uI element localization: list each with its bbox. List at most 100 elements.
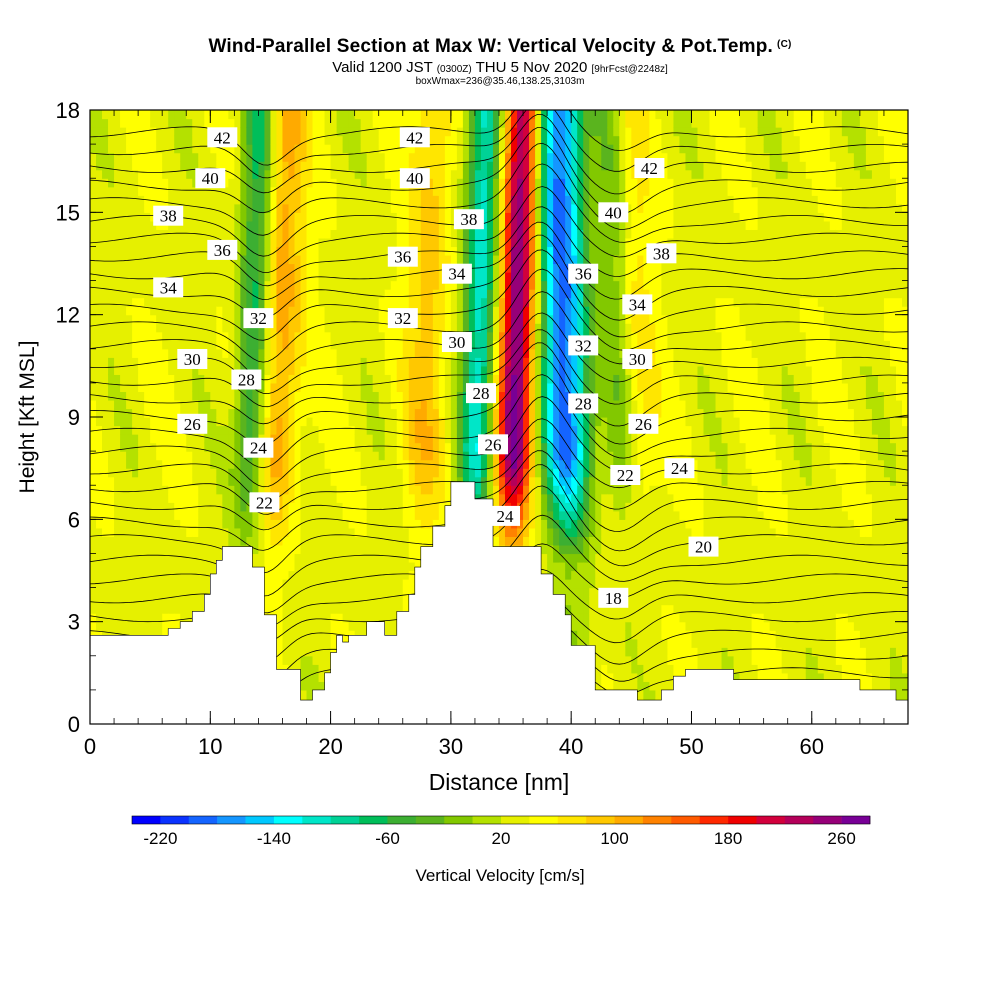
velocity-cell (246, 348, 253, 358)
velocity-cell (438, 280, 446, 290)
velocity-cell (438, 510, 446, 520)
velocity-cell (234, 110, 241, 120)
velocity-cell (456, 357, 464, 367)
velocity-cell (324, 638, 332, 648)
velocity-cell (204, 118, 211, 128)
velocity-cell (336, 570, 344, 580)
velocity-cell (264, 263, 272, 273)
velocity-cell (270, 220, 278, 230)
velocity-cell (108, 169, 115, 179)
velocity-cell (216, 195, 223, 205)
velocity-cell (186, 399, 193, 410)
velocity-cell (294, 246, 302, 256)
velocity-cell (450, 289, 458, 299)
velocity-cell (114, 186, 121, 196)
velocity-cell (420, 493, 428, 503)
velocity-cell (300, 681, 308, 691)
velocity-cell (126, 476, 133, 486)
velocity-cell (234, 212, 241, 222)
velocity-cell (120, 161, 127, 171)
velocity-cell (252, 203, 260, 213)
velocity-cell (198, 382, 205, 393)
velocity-cell (114, 391, 121, 401)
velocity-cell (240, 357, 247, 367)
velocity-cell (126, 127, 133, 137)
velocity-cell (144, 229, 151, 239)
velocity-cell (294, 664, 302, 674)
velocity-cell (156, 135, 163, 145)
velocity-cell (342, 391, 350, 401)
velocity-cell (420, 476, 428, 486)
velocity-cell (330, 604, 338, 614)
velocity-cell (438, 399, 446, 410)
velocity-cell (162, 417, 169, 427)
velocity-cell (330, 442, 338, 452)
velocity-cell (360, 169, 368, 179)
velocity-cell (282, 203, 290, 213)
velocity-cell (468, 374, 476, 384)
velocity-cell (390, 527, 398, 537)
velocity-cell (102, 459, 109, 469)
velocity-cell (360, 459, 368, 469)
velocity-cell (186, 519, 193, 529)
velocity-cell (168, 493, 175, 503)
velocity-cell (192, 263, 199, 273)
velocity-cell (192, 434, 199, 444)
velocity-cell (408, 152, 416, 162)
velocity-cell (390, 613, 398, 623)
velocity-cell (366, 408, 374, 418)
velocity-cell (90, 510, 97, 520)
velocity-cell (474, 152, 482, 162)
velocity-cell (384, 425, 392, 435)
velocity-cell (366, 212, 374, 222)
velocity-cell (138, 161, 145, 171)
velocity-cell (342, 596, 350, 606)
velocity-cell (486, 229, 494, 239)
velocity-cell (450, 169, 458, 179)
velocity-cell (438, 348, 446, 358)
velocity-cell (240, 399, 247, 410)
velocity-cell (474, 306, 482, 316)
velocity-cell (474, 280, 482, 290)
velocity-cell (396, 417, 404, 427)
velocity-cell (396, 596, 404, 606)
velocity-cell (222, 382, 229, 393)
velocity-cell (348, 527, 356, 537)
velocity-cell (402, 510, 410, 520)
velocity-cell (168, 476, 175, 486)
velocity-cell (474, 272, 482, 282)
velocity-cell (480, 195, 488, 205)
velocity-cell (174, 263, 181, 273)
velocity-cell (114, 613, 121, 623)
velocity-cell (276, 544, 284, 555)
velocity-cell (378, 459, 386, 469)
velocity-cell (342, 161, 350, 171)
velocity-cell (288, 434, 296, 444)
velocity-cell (486, 399, 494, 410)
velocity-cell (162, 604, 169, 614)
velocity-cell (336, 254, 344, 265)
velocity-cell (228, 306, 235, 316)
velocity-cell (342, 399, 350, 410)
velocity-cell (150, 254, 157, 265)
velocity-cell (354, 195, 362, 205)
velocity-cell (108, 229, 115, 239)
velocity-cell (180, 169, 187, 179)
velocity-cell (192, 399, 199, 410)
velocity-cell (348, 263, 356, 273)
velocity-cell (198, 254, 205, 265)
velocity-cell (138, 229, 145, 239)
velocity-cell (306, 451, 314, 461)
velocity-cell (138, 485, 145, 495)
velocity-cell (144, 434, 151, 444)
velocity-cell (438, 493, 446, 503)
velocity-cell (324, 544, 332, 555)
velocity-cell (456, 459, 464, 469)
velocity-cell (228, 263, 235, 273)
velocity-cell (492, 110, 500, 120)
velocity-cell (216, 263, 223, 273)
velocity-cell (462, 246, 470, 256)
velocity-cell (378, 323, 386, 333)
velocity-cell (360, 365, 368, 375)
velocity-cell (90, 527, 97, 537)
